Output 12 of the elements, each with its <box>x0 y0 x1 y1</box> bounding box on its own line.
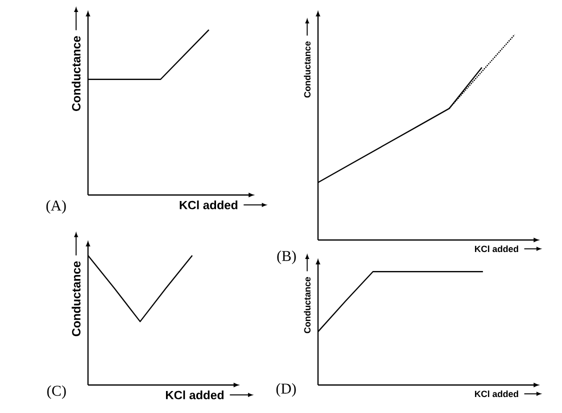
y-axis-title: Conductance <box>72 261 80 336</box>
text: (B) <box>277 250 296 264</box>
x-axis-title: KCl added <box>474 246 518 252</box>
x-axis-title: KCl added <box>166 390 224 400</box>
text: (C) <box>47 385 66 399</box>
y-axis-title: Conductance <box>304 277 311 334</box>
x-axis-title: KCl added <box>474 390 518 398</box>
text: (A) <box>46 200 66 214</box>
y-axis-title: Conductance <box>304 41 311 98</box>
text: (D) <box>276 383 296 397</box>
x-axis-title: KCl added <box>180 200 238 210</box>
y-axis-title: Conductance <box>72 36 80 111</box>
